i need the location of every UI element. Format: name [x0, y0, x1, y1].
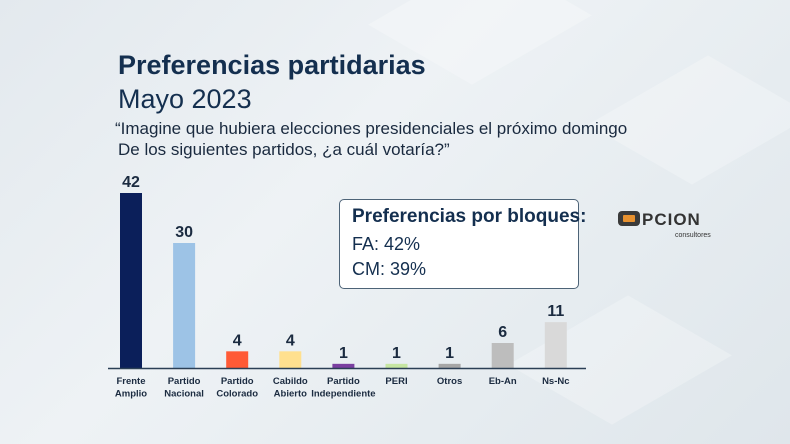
bar [385, 363, 408, 368]
data-label: 11 [547, 303, 564, 320]
category-label: Otros [437, 376, 462, 387]
bar [279, 351, 302, 368]
bar [120, 193, 142, 368]
category-label: Nacional [164, 389, 204, 400]
svg-text:PCION: PCION [642, 210, 701, 229]
data-label: 1 [339, 345, 348, 362]
category-label: Frente [116, 376, 145, 387]
bar [332, 363, 355, 368]
bar [544, 322, 567, 368]
data-label: 30 [175, 224, 193, 241]
category-label: Abierto [274, 389, 307, 400]
category-label: Partido [221, 376, 254, 387]
svg-text:consultores: consultores [675, 232, 711, 239]
category-label: Amplio [115, 389, 147, 400]
data-label: 1 [392, 345, 401, 362]
chart-subtitle: Mayo 2023 [118, 84, 252, 114]
category-label: PERI [385, 376, 407, 387]
blocks-fa: FA: 42% [352, 234, 421, 254]
bar [226, 351, 249, 368]
question-line-1: “Imagine que hubiera elecciones presiden… [115, 119, 628, 138]
blocks-heading: Preferencias por bloques: [352, 206, 587, 227]
category-label: Partido [168, 376, 201, 387]
opcion-logo: PCION consultores [617, 209, 722, 246]
data-label: 42 [122, 174, 140, 191]
data-label: 6 [498, 324, 507, 341]
blocks-box: Preferencias por bloques: FA: 42% CM: 39… [339, 199, 586, 289]
bar [491, 343, 514, 368]
category-label: Cabildo [273, 376, 308, 387]
category-label: Partido [327, 376, 360, 387]
blocks-cm: CM: 39% [352, 259, 427, 279]
data-label: 4 [286, 332, 295, 349]
category-label: Colorado [216, 389, 258, 400]
chart-title: Preferencias partidarias [118, 50, 426, 80]
data-label: 1 [445, 345, 454, 362]
category-label: Ns-Nc [542, 376, 569, 387]
data-label: 4 [233, 332, 242, 349]
bar [173, 243, 196, 368]
bar [438, 363, 461, 368]
question-line-2: De los siguientes partidos, ¿a cuál vota… [118, 140, 450, 159]
category-label: Eb-An [489, 376, 517, 387]
category-label: Independiente [311, 389, 375, 400]
